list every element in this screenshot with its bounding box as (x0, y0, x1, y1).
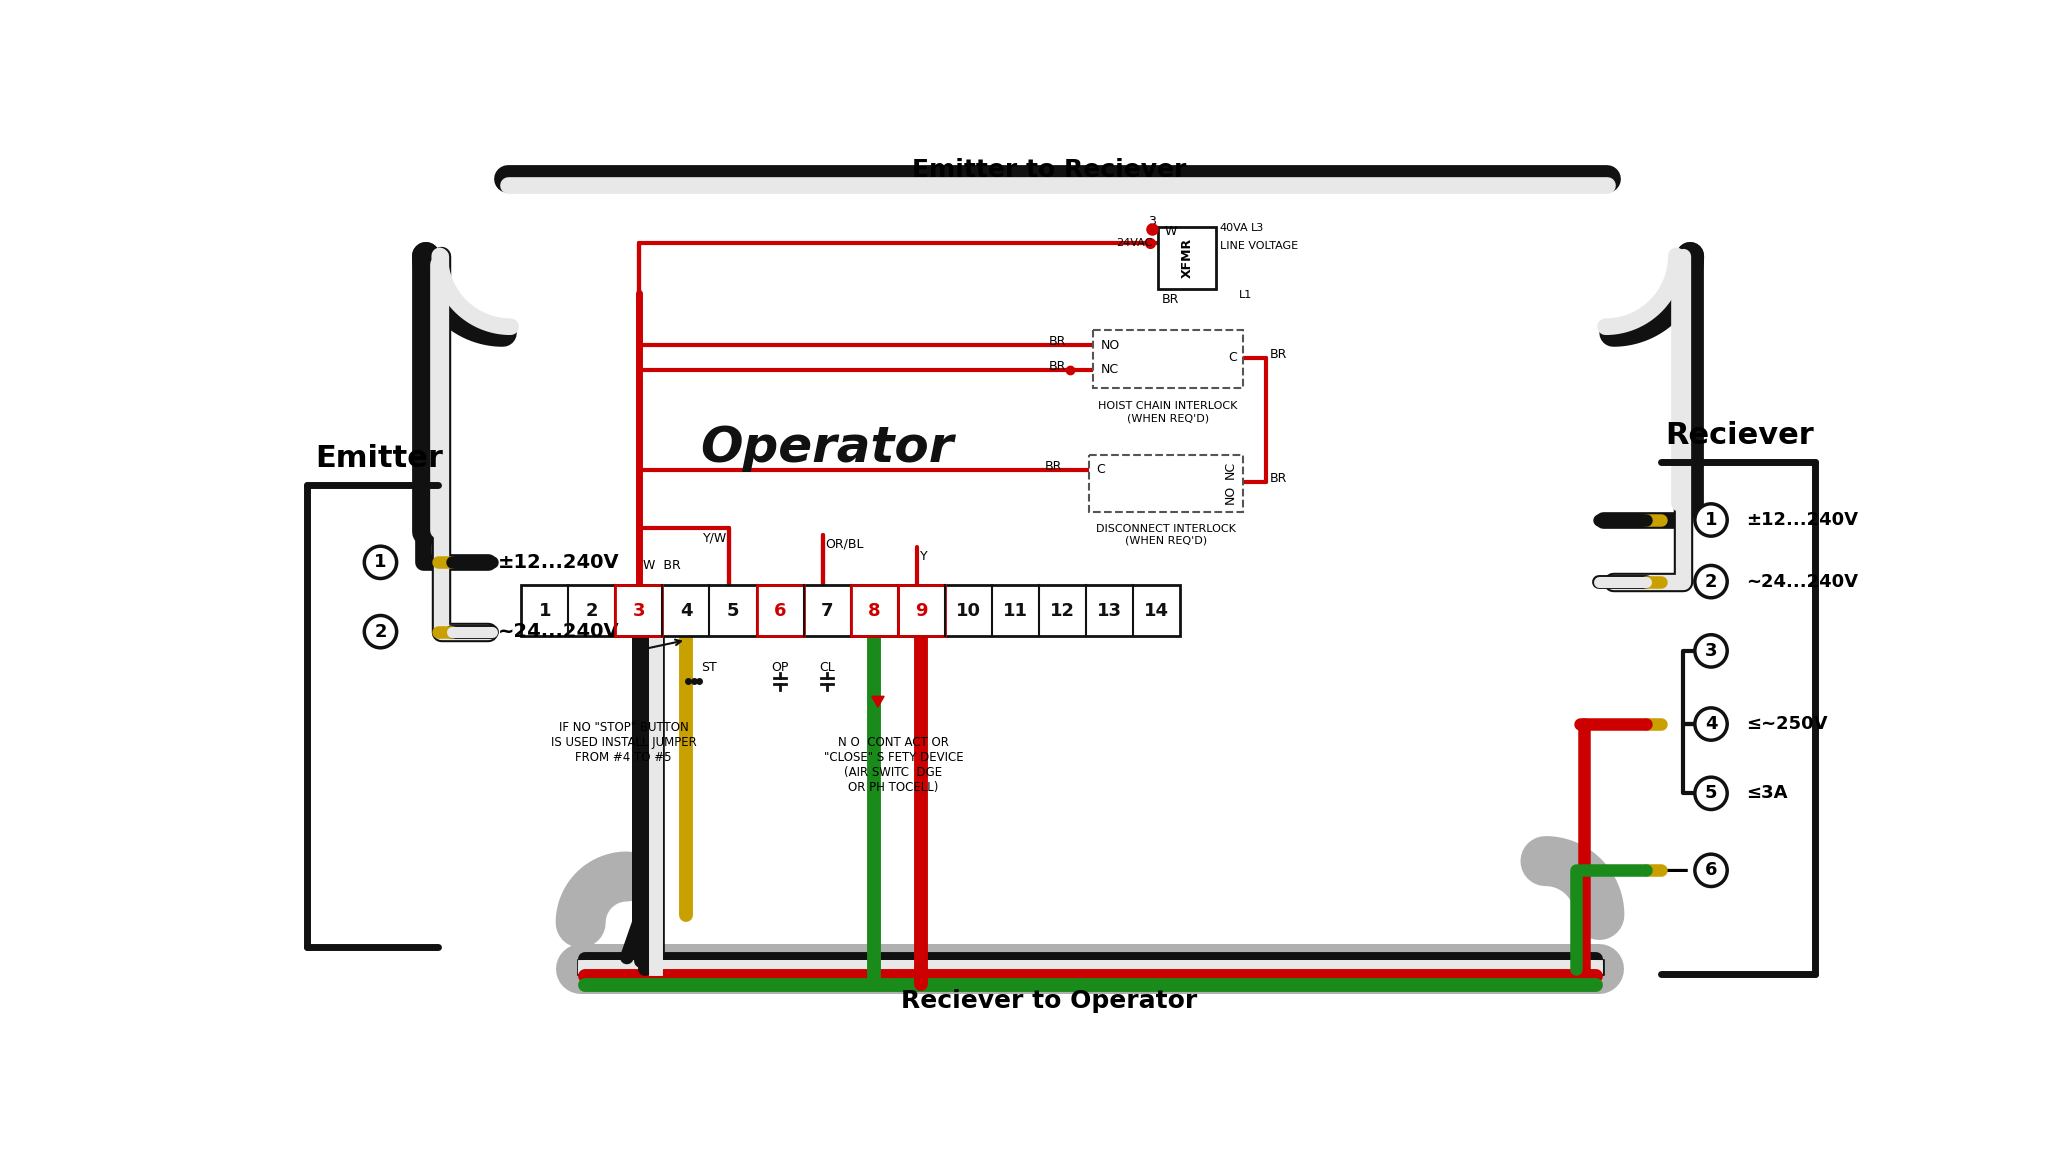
Text: ±12...240V: ±12...240V (498, 553, 621, 572)
Text: L1: L1 (1239, 290, 1251, 300)
Text: 10: 10 (956, 602, 981, 620)
Text: ST: ST (702, 661, 717, 673)
Text: Reciever to Operator: Reciever to Operator (901, 989, 1198, 1014)
Text: 3: 3 (1149, 215, 1155, 228)
Text: BR: BR (1049, 336, 1065, 348)
Text: W: W (1165, 224, 1178, 237)
Text: ~24...240V: ~24...240V (1745, 573, 1858, 590)
Circle shape (1696, 854, 1726, 886)
Text: 6: 6 (774, 602, 786, 620)
Text: Reciever: Reciever (1665, 421, 1815, 450)
Bar (897, 585, 944, 636)
Circle shape (1696, 778, 1726, 810)
Polygon shape (872, 697, 885, 707)
Text: 3: 3 (633, 602, 645, 620)
Bar (756, 585, 803, 636)
Text: NO: NO (1100, 339, 1120, 352)
Bar (1159, 228, 1217, 289)
Text: BR: BR (1161, 293, 1180, 305)
Text: Operator: Operator (700, 425, 954, 472)
Text: L3: L3 (1251, 223, 1264, 234)
Text: LINE VOLTAGE: LINE VOLTAGE (1221, 241, 1298, 251)
Text: DISCONNECT INTERLOCK
(WHEN REQ'D): DISCONNECT INTERLOCK (WHEN REQ'D) (1096, 524, 1235, 545)
Text: 7: 7 (821, 602, 834, 620)
Text: OR/BL: OR/BL (825, 538, 864, 551)
Bar (850, 585, 897, 636)
Text: 1: 1 (539, 602, 551, 620)
Text: N O  CONT ACT OR
"CLOSE" S FETY DEVICE
(AIR SWITC  DGE
OR PH TOCELL): N O CONT ACT OR "CLOSE" S FETY DEVICE (A… (823, 736, 963, 795)
Circle shape (1696, 503, 1726, 536)
Text: OP: OP (772, 661, 788, 673)
Text: ~24...240V: ~24...240V (498, 622, 621, 641)
Circle shape (365, 546, 397, 578)
Text: NC: NC (1100, 363, 1118, 376)
Text: 13: 13 (1096, 602, 1122, 620)
Text: NO: NO (1225, 485, 1237, 504)
Text: BR: BR (1270, 347, 1288, 361)
Bar (1090, 455, 1243, 513)
Text: Emitter to Reciever: Emitter to Reciever (913, 157, 1186, 182)
Text: C: C (1229, 351, 1237, 364)
Bar (522, 585, 1180, 636)
Text: 1: 1 (1704, 511, 1718, 529)
Text: ±12...240V: ±12...240V (1745, 511, 1858, 529)
Text: 3: 3 (1704, 642, 1718, 659)
Text: 5: 5 (727, 602, 739, 620)
Text: CL: CL (819, 661, 836, 673)
Bar (897, 585, 944, 636)
Text: BR: BR (1044, 460, 1063, 473)
Text: 5: 5 (1704, 784, 1718, 802)
Bar (850, 585, 897, 636)
Text: ≤~250V: ≤~250V (1745, 715, 1827, 734)
Text: 12: 12 (1051, 602, 1075, 620)
Bar (616, 585, 662, 636)
Circle shape (365, 616, 397, 648)
Text: 8: 8 (868, 602, 881, 620)
Text: HOIST CHAIN INTERLOCK
(WHEN REQ'D): HOIST CHAIN INTERLOCK (WHEN REQ'D) (1098, 401, 1237, 423)
Circle shape (1696, 635, 1726, 668)
Text: 2: 2 (586, 602, 598, 620)
Text: W  BR: W BR (643, 559, 680, 572)
Circle shape (1696, 566, 1726, 598)
Text: 4: 4 (1704, 715, 1718, 734)
Text: 24VAC: 24VAC (1116, 238, 1153, 248)
Bar (616, 585, 662, 636)
Text: 40VA: 40VA (1221, 223, 1249, 234)
Bar (1094, 330, 1243, 388)
Text: Emitter: Emitter (315, 444, 442, 473)
Text: 2: 2 (1704, 573, 1718, 590)
Text: —: — (1663, 858, 1690, 883)
Text: 14: 14 (1143, 602, 1169, 620)
Text: 2: 2 (375, 622, 387, 641)
Text: BR: BR (1270, 472, 1288, 485)
Text: NC: NC (1225, 460, 1237, 479)
Text: BR: BR (1049, 360, 1065, 373)
Circle shape (1696, 708, 1726, 740)
Bar (756, 585, 803, 636)
Text: Y: Y (920, 550, 928, 563)
Text: 11: 11 (1004, 602, 1028, 620)
Text: Y/W: Y/W (702, 531, 727, 545)
Text: 9: 9 (915, 602, 928, 620)
Text: 4: 4 (680, 602, 692, 620)
Text: 6: 6 (1704, 861, 1718, 879)
Text: IF NO "STOP" BUTTON
IS USED INSTALL JUMPER
FROM #4 TO #5: IF NO "STOP" BUTTON IS USED INSTALL JUMP… (551, 721, 696, 764)
Text: ≤3A: ≤3A (1745, 784, 1788, 802)
Text: 1: 1 (375, 553, 387, 572)
Text: XFMR: XFMR (1180, 238, 1194, 278)
Text: C: C (1096, 464, 1106, 477)
